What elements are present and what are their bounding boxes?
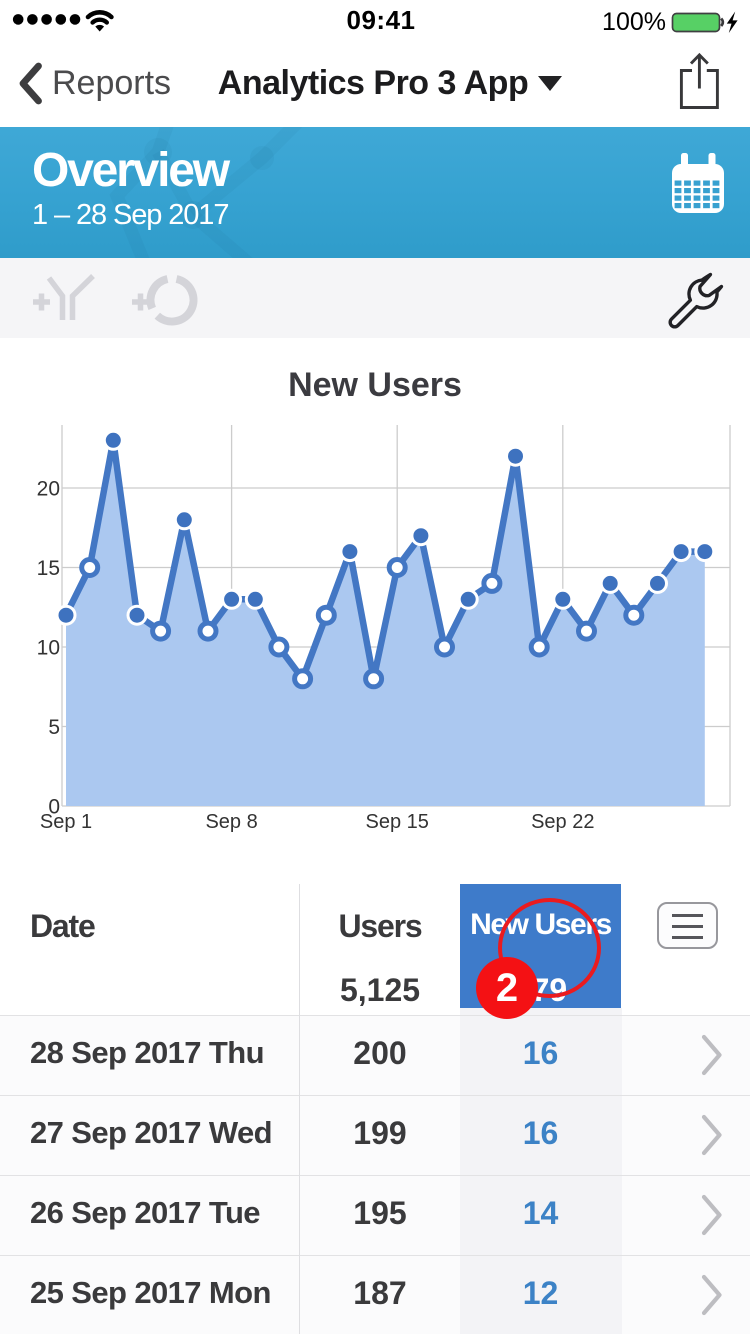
svg-text:5: 5 bbox=[48, 716, 60, 739]
svg-text:Sep 1: Sep 1 bbox=[40, 811, 92, 833]
svg-text:Sep 22: Sep 22 bbox=[531, 811, 594, 833]
svg-text:Sep 8: Sep 8 bbox=[205, 811, 257, 833]
svg-text:Sep 15: Sep 15 bbox=[366, 811, 429, 833]
svg-text:15: 15 bbox=[37, 557, 60, 580]
svg-text:20: 20 bbox=[37, 478, 60, 501]
svg-text:0: 0 bbox=[48, 796, 60, 819]
svg-text:10: 10 bbox=[37, 637, 60, 660]
